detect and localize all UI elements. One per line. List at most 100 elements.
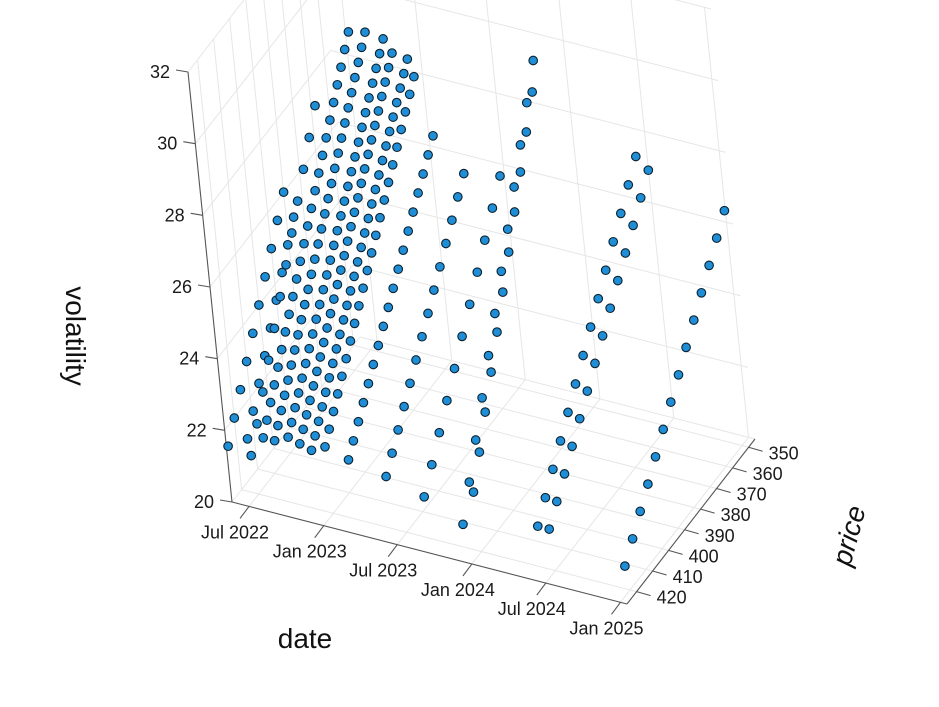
data-point (487, 203, 498, 213)
data-point (346, 166, 357, 177)
grid-line (257, 468, 653, 572)
data-point (423, 150, 433, 160)
data-point (325, 308, 336, 319)
data-point (480, 407, 491, 417)
volatility-tick-label: 24 (179, 349, 199, 369)
data-point (310, 185, 320, 196)
data-point (349, 271, 359, 282)
volatility-tick-label: 28 (165, 205, 185, 225)
data-point (605, 303, 616, 314)
data-point (325, 115, 335, 125)
data-point (366, 248, 377, 258)
data-point (294, 438, 305, 449)
data-point (628, 220, 638, 231)
grid-line (403, 0, 719, 82)
data-point (339, 44, 350, 55)
data-point (363, 149, 373, 160)
data-point (600, 265, 611, 276)
data-point (282, 239, 293, 250)
volatility-tick (183, 141, 196, 145)
data-point (350, 72, 360, 83)
price-tick-label: 410 (673, 567, 703, 587)
data-point (630, 151, 641, 162)
date-tick (314, 525, 325, 539)
grid-line (305, 406, 701, 510)
data-point (348, 435, 359, 446)
date-tick (611, 601, 621, 615)
data-point (376, 91, 387, 102)
price-tick-label: 370 (737, 485, 767, 505)
data-point (273, 420, 283, 431)
data-point (464, 477, 475, 487)
data-point (288, 291, 298, 302)
data-point (366, 199, 377, 209)
data-point (332, 389, 343, 399)
data-point (457, 331, 467, 342)
data-point (310, 100, 320, 111)
data-point (275, 291, 286, 302)
data-point (688, 315, 699, 325)
data-point (292, 196, 303, 206)
grid-line (289, 427, 685, 531)
data-point (418, 169, 428, 179)
data-point (306, 203, 317, 214)
y-axis-title: price (826, 502, 872, 570)
data-point (371, 63, 381, 74)
data-point (353, 416, 364, 427)
data-point (320, 387, 331, 398)
price-tick-label: 380 (721, 505, 751, 525)
data-point (333, 148, 344, 159)
volatility-tick-label: 26 (172, 277, 192, 297)
data-point (269, 435, 280, 446)
data-point (391, 97, 402, 108)
data-point (252, 418, 262, 429)
data-points (223, 27, 730, 571)
data-point (354, 300, 364, 311)
data-point (356, 42, 367, 53)
data-point (350, 152, 360, 162)
data-point (627, 533, 638, 544)
data-point (359, 164, 370, 174)
data-point (349, 318, 360, 329)
data-point (393, 264, 404, 275)
data-point (289, 345, 300, 355)
grid-layer (187, 0, 756, 603)
data-point (383, 302, 394, 313)
data-point (319, 208, 330, 219)
data-point (620, 561, 630, 571)
data-point (472, 267, 483, 278)
data-point (299, 299, 310, 310)
data-point (356, 242, 367, 253)
data-point (370, 184, 381, 195)
data-point (582, 386, 593, 396)
volatility-tick (205, 356, 218, 360)
data-point (304, 132, 315, 143)
data-point (360, 107, 371, 118)
data-point (593, 293, 604, 304)
data-point (623, 180, 634, 190)
data-point (343, 181, 353, 192)
data-point (395, 83, 406, 93)
data-point (441, 238, 451, 249)
data-point (229, 413, 240, 423)
price-tick (636, 591, 651, 597)
grid-line (359, 336, 756, 440)
data-point (635, 192, 646, 203)
data-point (273, 362, 283, 373)
data-point (402, 54, 413, 64)
data-point (283, 375, 293, 386)
data-point (612, 275, 623, 286)
data-point (383, 62, 394, 73)
price-tick (748, 446, 763, 452)
data-point (381, 141, 391, 151)
data-point (643, 479, 653, 489)
data-point (635, 506, 646, 517)
data-point (288, 212, 299, 222)
data-point (315, 352, 326, 362)
data-point (303, 284, 313, 295)
data-point (650, 451, 661, 462)
data-point (322, 323, 332, 333)
data-point (521, 97, 532, 108)
data-point (336, 62, 346, 73)
data-point (276, 405, 287, 416)
